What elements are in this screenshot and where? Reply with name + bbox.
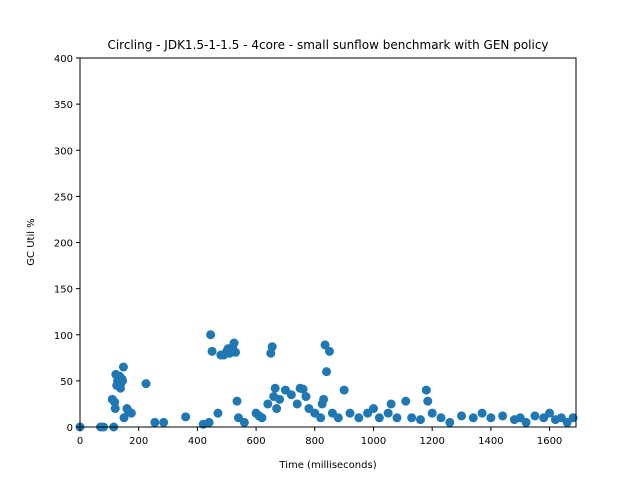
data-point: [486, 413, 496, 423]
data-point: [498, 411, 508, 421]
y-tick-label: 100: [54, 331, 73, 342]
x-tick-label: 200: [129, 436, 148, 447]
data-point: [324, 346, 334, 356]
x-tick-label: 1600: [537, 436, 562, 447]
y-axis-ticks: 0 50 100 150 200 250 300 350 400: [54, 54, 80, 434]
data-point: [407, 413, 417, 423]
data-point: [374, 413, 384, 423]
data-point: [207, 346, 217, 356]
x-axis-ticks: 0 200 400 600 800 1000 1200 1400 1600: [77, 427, 562, 447]
data-point: [445, 417, 455, 427]
x-tick-label: 0: [77, 436, 83, 447]
y-axis-label: GC Util %: [26, 218, 37, 265]
data-point: [239, 417, 249, 427]
data-point: [298, 384, 308, 394]
y-tick-label: 350: [54, 100, 73, 111]
data-point: [263, 399, 273, 409]
data-point: [319, 394, 329, 404]
data-point: [386, 399, 396, 409]
y-tick-label: 0: [67, 423, 73, 434]
data-point: [232, 396, 242, 406]
data-point: [468, 413, 478, 423]
y-tick-label: 250: [54, 192, 73, 203]
data-point: [141, 379, 151, 389]
y-tick-label: 200: [54, 239, 73, 250]
data-point: [181, 412, 191, 422]
data-point: [436, 413, 446, 423]
data-point: [118, 362, 128, 372]
data-point: [110, 404, 120, 414]
data-point: [150, 417, 160, 427]
y-tick-label: 50: [60, 377, 73, 388]
x-tick-label: 1200: [419, 436, 444, 447]
data-point: [568, 413, 578, 423]
data-point: [322, 367, 332, 377]
data-point: [392, 413, 402, 423]
data-point: [126, 408, 136, 418]
data-point: [301, 392, 311, 402]
data-point: [345, 408, 355, 418]
data-point: [270, 383, 280, 393]
y-tick-label: 150: [54, 285, 73, 296]
data-point: [339, 385, 349, 395]
data-point: [275, 394, 285, 404]
data-point: [292, 399, 302, 409]
data-point: [401, 396, 411, 406]
data-point: [423, 396, 433, 406]
data-point: [521, 417, 531, 427]
data-point: [213, 408, 223, 418]
data-point: [159, 417, 169, 427]
y-tick-label: 400: [54, 54, 73, 65]
x-tick-label: 1000: [361, 436, 386, 447]
data-point: [204, 417, 214, 427]
data-point: [477, 408, 487, 418]
data-point: [333, 413, 343, 423]
data-point: [286, 390, 296, 400]
data-point: [354, 413, 364, 423]
data-point: [415, 415, 425, 425]
data-point: [257, 413, 267, 423]
data-point: [421, 385, 431, 395]
data-point: [530, 411, 540, 421]
data-point: [119, 413, 129, 423]
data-point: [206, 330, 216, 340]
data-point: [383, 408, 393, 418]
data-point: [231, 347, 241, 357]
data-point: [427, 408, 437, 418]
data-point: [320, 340, 330, 350]
x-axis-label: Time (milliseconds): [278, 460, 376, 471]
chart-title: Circling - JDK1.5-1-1.5 - 4core - small …: [107, 38, 548, 52]
data-point: [316, 413, 326, 423]
x-tick-label: 600: [247, 436, 266, 447]
data-point: [110, 397, 120, 407]
data-point: [545, 408, 555, 418]
data-points: [75, 330, 578, 432]
plot-frame: [79, 57, 577, 428]
x-tick-label: 800: [305, 436, 324, 447]
y-tick-label: 300: [54, 146, 73, 157]
data-point: [229, 338, 239, 348]
x-tick-label: 1400: [478, 436, 503, 447]
data-point: [272, 404, 282, 414]
data-point: [118, 376, 128, 386]
x-tick-label: 400: [188, 436, 207, 447]
data-point: [457, 411, 467, 421]
data-point: [267, 342, 277, 352]
data-point: [368, 404, 378, 414]
